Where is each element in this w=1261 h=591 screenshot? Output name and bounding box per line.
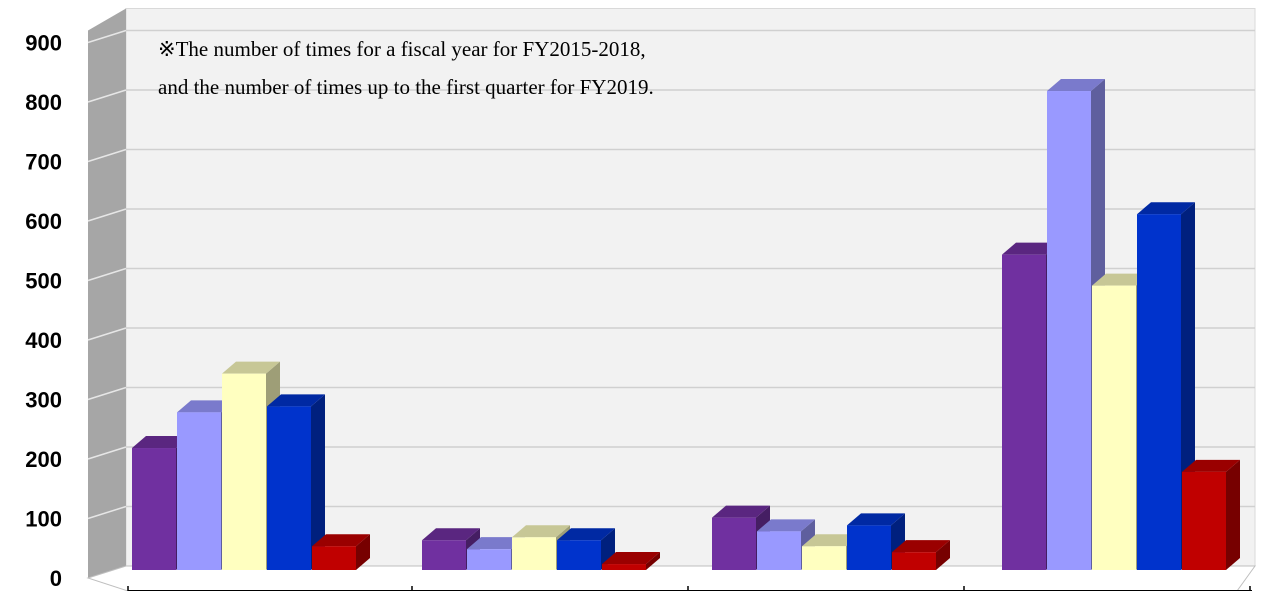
bar-front [467, 549, 511, 570]
bar-top [177, 400, 235, 413]
y-tick-label: 200 [25, 447, 62, 472]
y-tick-label: 500 [25, 269, 62, 294]
bar [847, 513, 905, 570]
bar-top [422, 528, 480, 541]
bar-side [646, 552, 660, 570]
bar-front [177, 412, 221, 570]
bar-top [267, 394, 325, 407]
bar-front [422, 540, 466, 570]
bar [892, 540, 950, 570]
bar-top [712, 505, 770, 518]
floor [86, 565, 1256, 591]
y-tick-label: 300 [25, 388, 62, 413]
bar [267, 394, 325, 570]
y-tick-label: 0 [50, 566, 62, 591]
bar-front [602, 564, 646, 570]
bar-side [356, 534, 370, 570]
bar-front [1137, 214, 1181, 570]
bar-top [467, 537, 525, 550]
bar-top [847, 513, 905, 526]
y-tick-label: 100 [25, 507, 62, 532]
bars [132, 79, 1240, 571]
bar-top [557, 528, 615, 541]
side-gridline [87, 267, 127, 282]
bar-side [936, 540, 950, 570]
bar [1182, 459, 1240, 570]
bar-top [222, 361, 280, 374]
side-gridline [87, 29, 127, 44]
bar-top [802, 534, 860, 547]
bar [557, 528, 615, 570]
bar-front [1092, 285, 1136, 570]
bar-top [1137, 202, 1195, 215]
side-gridline [87, 148, 127, 163]
bar-top [757, 519, 815, 532]
bar-front [222, 373, 266, 570]
bar-side [311, 394, 325, 570]
y-tick-label: 800 [25, 90, 62, 115]
side-wall [88, 8, 126, 578]
bar-front [1002, 254, 1046, 570]
bar-front [1047, 91, 1091, 571]
bar-top [1002, 242, 1060, 255]
bar-front [757, 531, 801, 570]
bar-top [892, 540, 950, 553]
bar-top [1047, 79, 1105, 92]
bar-top [512, 525, 570, 538]
bar-top [1092, 273, 1150, 286]
bar-top [132, 436, 190, 449]
annotation-line-1: ※The number of times for a fiscal year f… [158, 37, 646, 61]
y-tick-label: 900 [25, 31, 62, 56]
annotation-line-2: and the number of times up to the first … [158, 75, 654, 99]
bar [602, 552, 660, 570]
bar-front [312, 546, 356, 570]
y-tick-label: 400 [25, 328, 62, 353]
bar [1047, 79, 1105, 571]
side-gridline [87, 505, 127, 520]
bar-front [132, 448, 176, 570]
bar-front [1182, 471, 1226, 570]
y-axis-ticks: 0 100 200 300 400 500 600 700 800 900 [25, 31, 62, 591]
y-tick-label: 600 [25, 209, 62, 234]
bar [312, 534, 370, 570]
bar-front [802, 546, 846, 570]
side-gridline [87, 446, 127, 460]
bar-top [1182, 459, 1240, 472]
bar-front [557, 540, 601, 570]
bar-top [312, 534, 370, 547]
bar-front [892, 552, 936, 570]
x-axis [127, 586, 1252, 591]
y-tick-label: 700 [25, 150, 62, 175]
bar-side [1226, 459, 1240, 570]
bar-top [602, 552, 660, 565]
side-gridline [87, 89, 127, 103]
bar-front [847, 525, 891, 570]
side-gridline [87, 327, 127, 341]
side-gridline [87, 386, 127, 401]
bar-front [267, 406, 311, 570]
side-gridline [87, 208, 127, 222]
bar-front [512, 537, 556, 570]
bar-front [712, 517, 756, 570]
bar [1137, 202, 1195, 570]
